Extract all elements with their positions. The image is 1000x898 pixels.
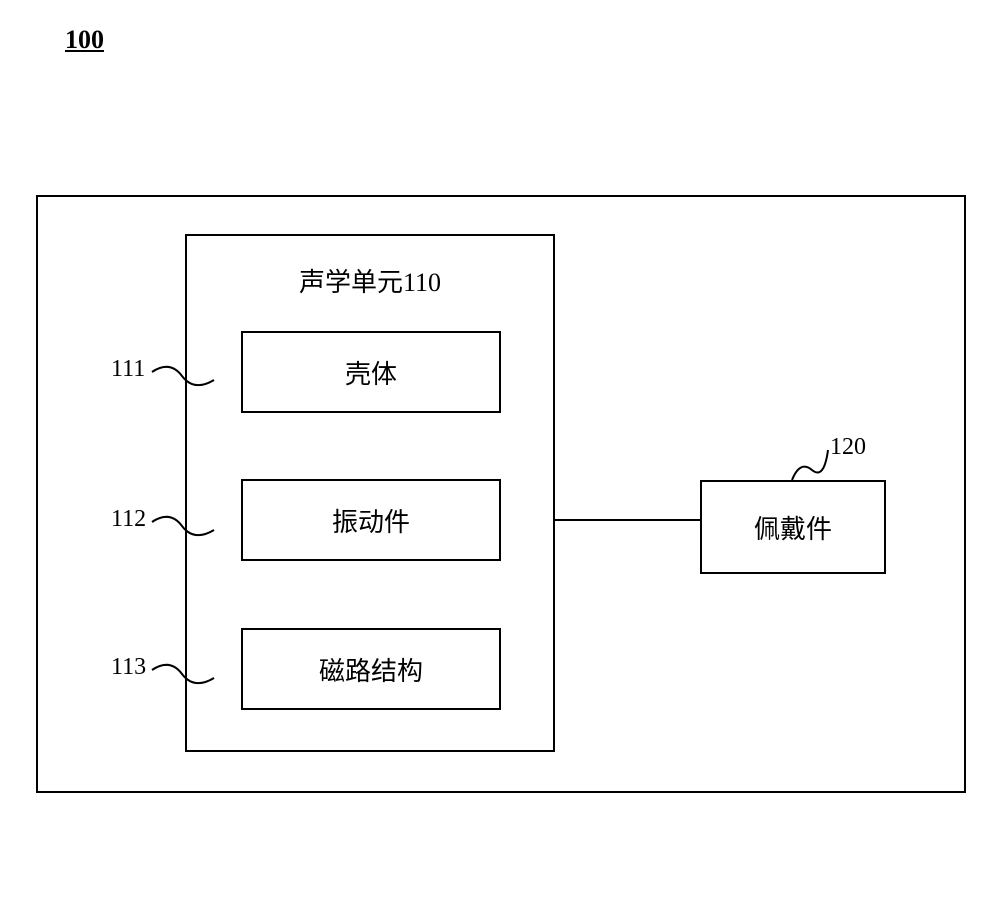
lead-112 xyxy=(152,517,214,535)
lead-120 xyxy=(792,450,828,480)
lead-lines xyxy=(0,0,1000,898)
lead-111 xyxy=(152,367,214,385)
lead-113 xyxy=(152,665,214,683)
